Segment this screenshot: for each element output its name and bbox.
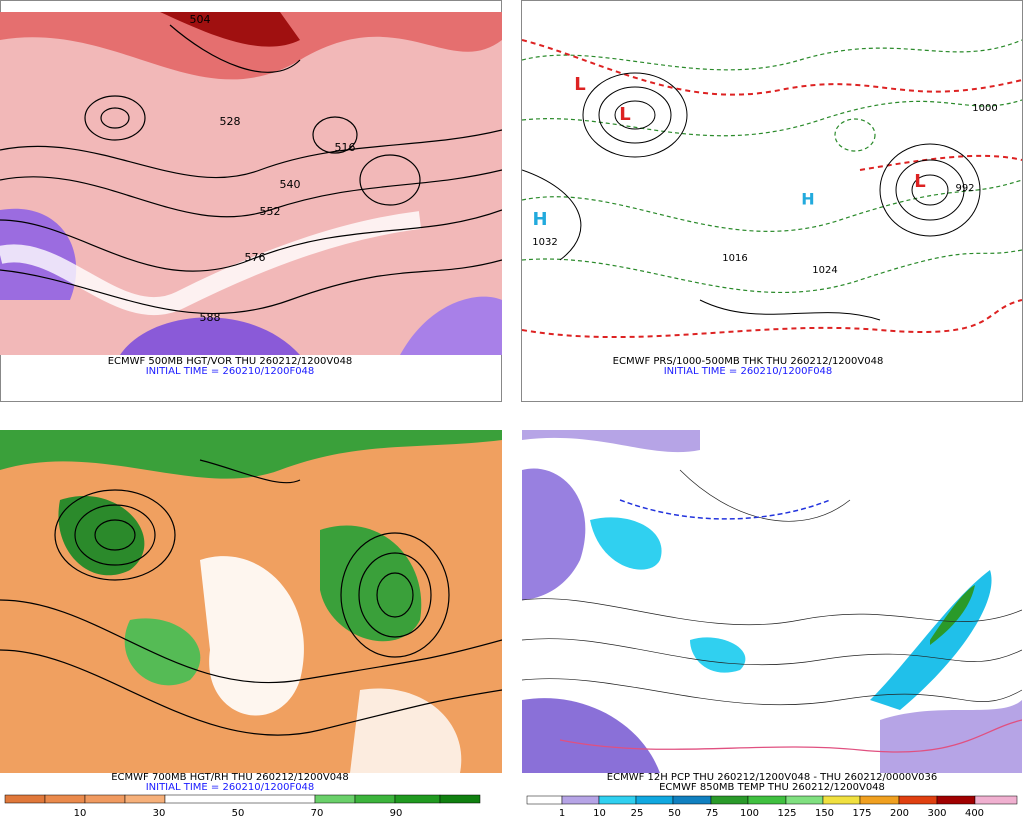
- colorbar: [4, 794, 481, 804]
- map-label: L: [574, 74, 585, 95]
- map-label: H: [801, 190, 814, 209]
- contour-label: 528: [220, 115, 241, 128]
- map-label: 1024: [812, 265, 837, 276]
- colorbar: [526, 795, 1018, 805]
- map-label: 1000: [972, 103, 997, 114]
- colorbar-label: 75: [706, 808, 719, 819]
- caption: ECMWF 12H PCP THU 260212/1200V048 - THU …: [607, 772, 937, 783]
- colorbar-label: 175: [852, 808, 871, 819]
- contour-label: 504: [190, 13, 211, 26]
- colorbar-label: 100: [740, 808, 759, 819]
- map-label: H: [532, 209, 547, 230]
- colorbar-label: 50: [668, 808, 681, 819]
- map-label: L: [914, 171, 925, 192]
- caption: ECMWF 850MB TEMP THU 260212/1200V048: [659, 782, 885, 793]
- contour-label: 576: [245, 251, 266, 264]
- map-label: L: [619, 104, 630, 125]
- colorbar-label: 10: [593, 808, 606, 819]
- panel-frame: [521, 0, 1023, 402]
- contour-label: 552: [260, 205, 281, 218]
- contour-label: 540: [280, 178, 301, 191]
- map-700mb: [0, 430, 502, 773]
- contour-label: 588: [200, 311, 221, 324]
- colorbar-label: 300: [927, 808, 946, 819]
- colorbar-label: 30: [153, 808, 166, 819]
- caption: ECMWF PRS/1000-500MB THK THU 260212/1200…: [613, 356, 884, 367]
- contour-label: 516: [335, 141, 356, 154]
- map-label: 1016: [722, 253, 747, 264]
- colorbar-label: 150: [815, 808, 834, 819]
- colorbar-label: 90: [390, 808, 403, 819]
- colorbar-label: 1: [559, 808, 565, 819]
- colorbar-label: 200: [890, 808, 909, 819]
- colorbar-label: 10: [74, 808, 87, 819]
- map-label: 1032: [532, 237, 557, 248]
- colorbar-label: 25: [631, 808, 644, 819]
- colorbar-label: 50: [232, 808, 245, 819]
- initial-time: INITIAL TIME = 260210/1200F048: [146, 366, 315, 377]
- caption: ECMWF 500MB HGT/VOR THU 260212/1200V048: [108, 356, 353, 367]
- map-pressure: [522, 12, 1022, 355]
- colorbar-label: 125: [777, 808, 796, 819]
- colorbar-label: 70: [311, 808, 324, 819]
- map-500mb: [0, 12, 502, 355]
- colorbar-label: 400: [965, 808, 984, 819]
- caption: ECMWF 700MB HGT/RH THU 260212/1200V048: [111, 772, 349, 783]
- initial-time: INITIAL TIME = 260210/1200F048: [146, 782, 315, 793]
- map-precip: [522, 430, 1022, 773]
- map-label: 992: [955, 183, 974, 194]
- initial-time: INITIAL TIME = 260210/1200F048: [664, 366, 833, 377]
